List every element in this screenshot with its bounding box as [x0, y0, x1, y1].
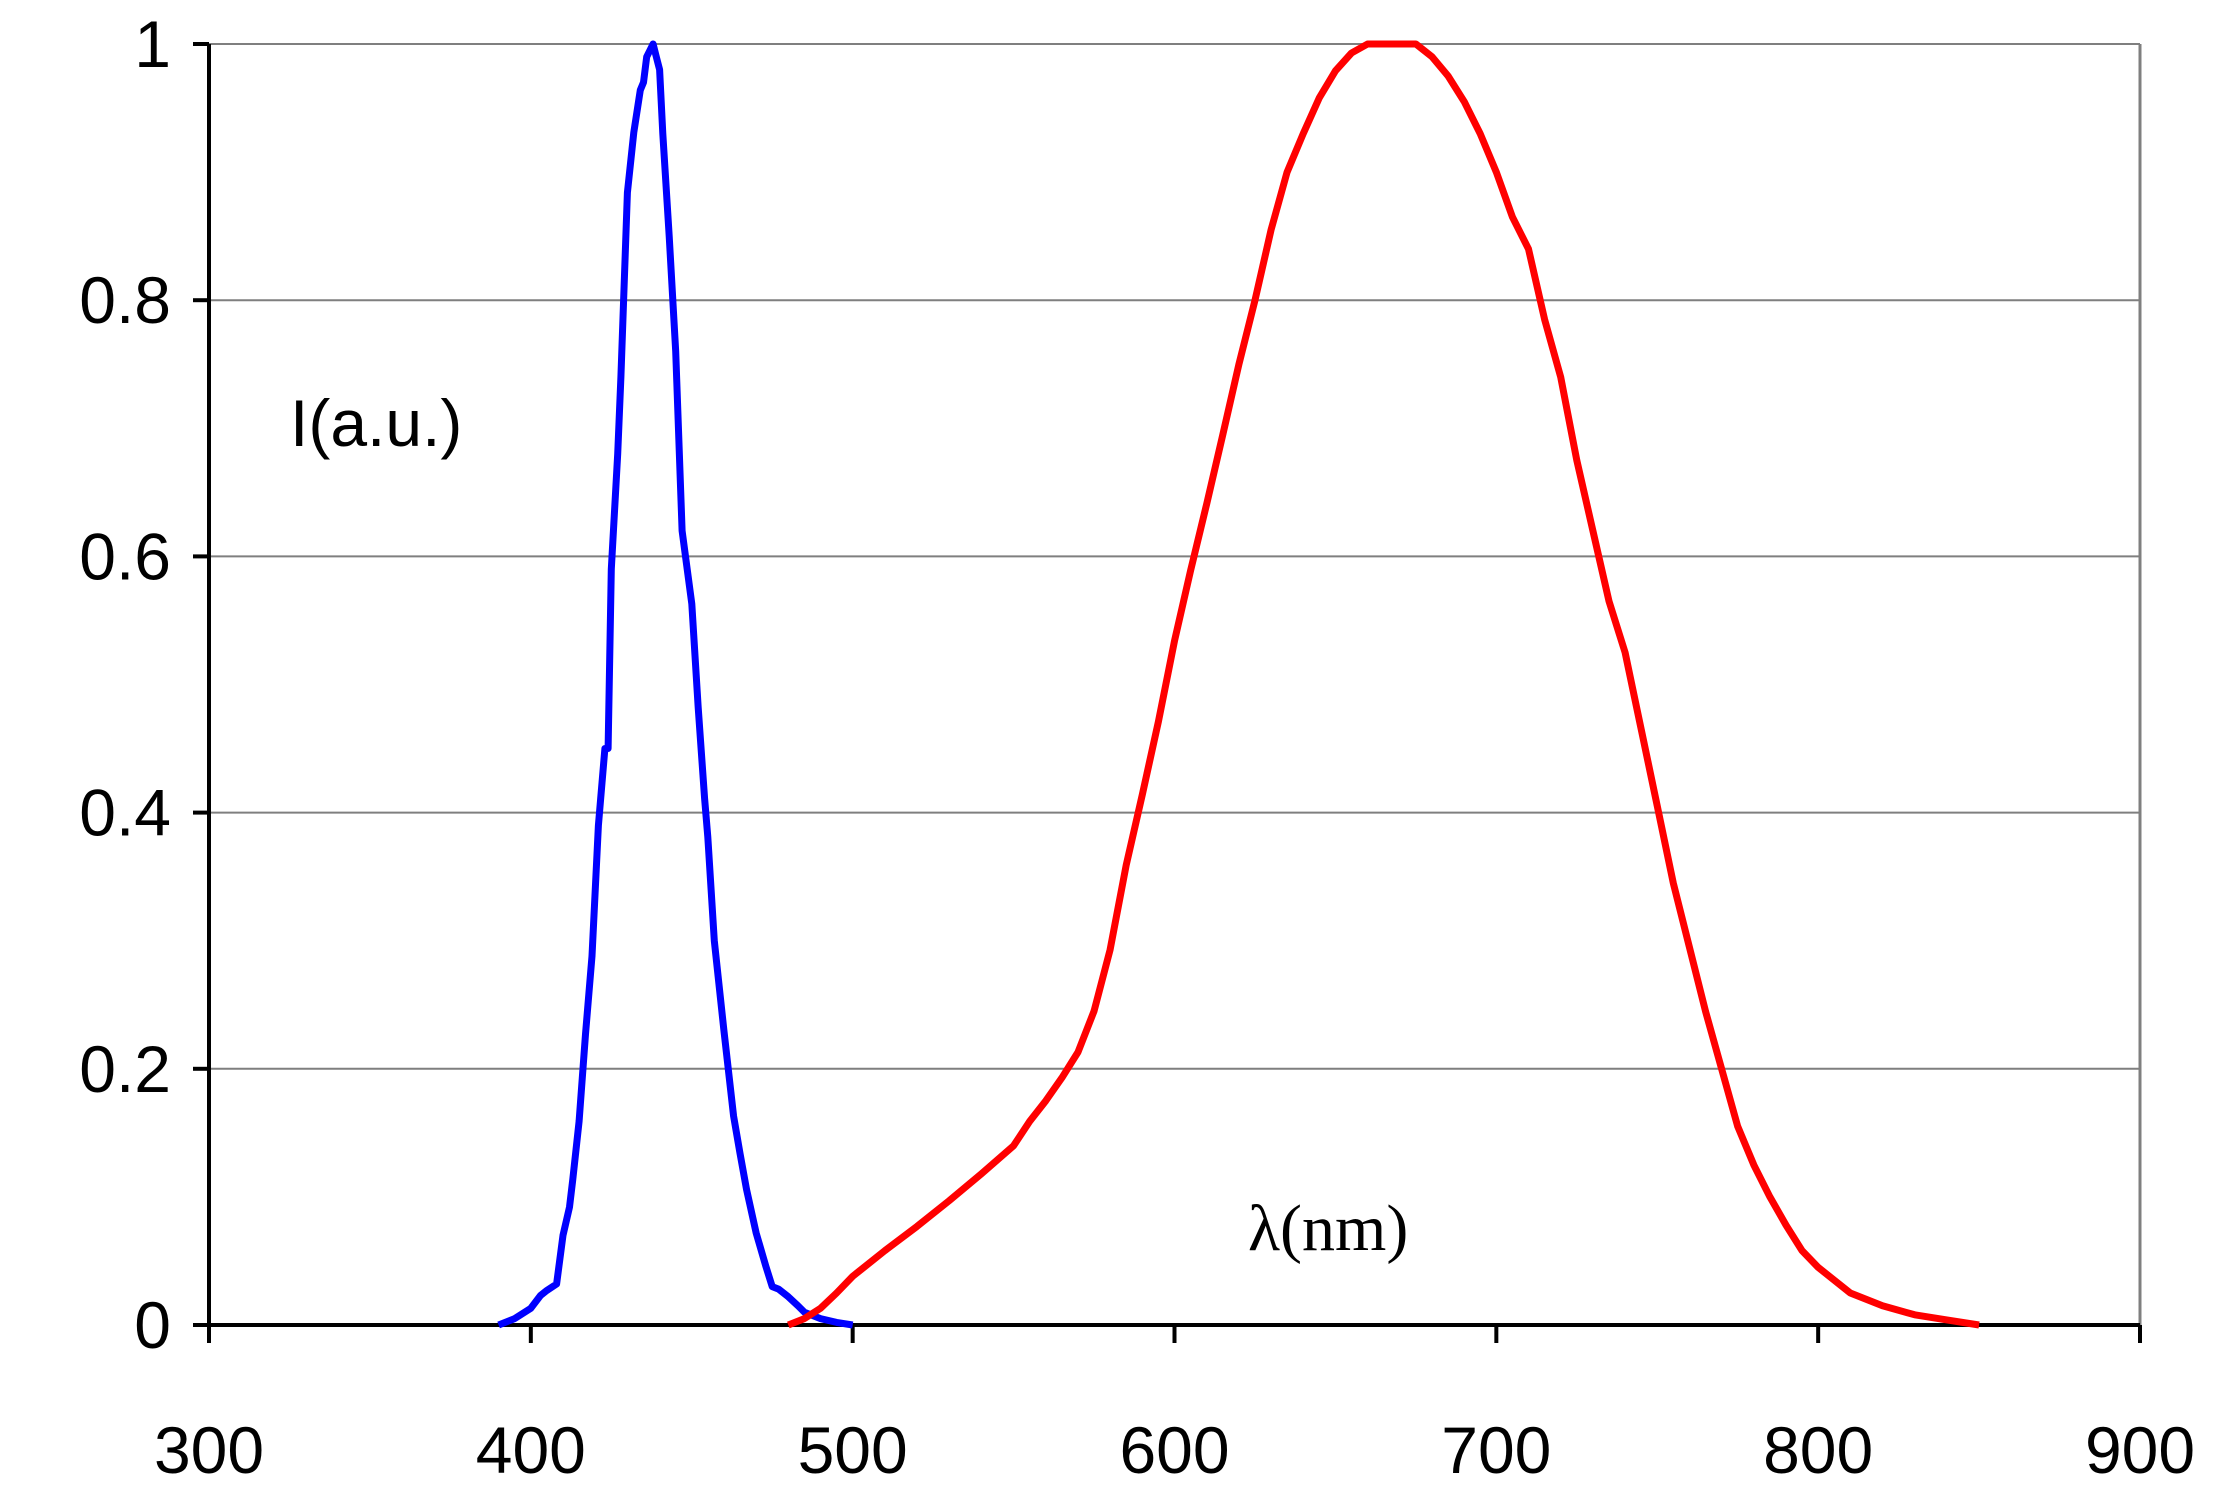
series-layer: [497, 40, 1980, 1329]
y-tick-label: 0.2: [79, 1032, 171, 1106]
y-tick-label: 1: [134, 7, 171, 81]
intensity-annotation: I(a.u.): [290, 386, 462, 460]
axes: [193, 42, 2142, 1343]
y-tick-label: 0.4: [79, 776, 171, 850]
y-tick-label: 0.8: [79, 263, 171, 337]
x-tick-label: 600: [1119, 1413, 1229, 1487]
y-tick-label: 0.6: [79, 519, 171, 593]
x-tick-label: 400: [476, 1413, 586, 1487]
x-tick-label: 700: [1441, 1413, 1551, 1487]
x-tick-label: 800: [1763, 1413, 1873, 1487]
grid-lines: [209, 43, 2140, 1070]
y-tick-label: 0: [134, 1288, 171, 1362]
series-line-0: [497, 40, 854, 1329]
x-tick-label: 300: [154, 1413, 264, 1487]
wavelength-annotation: λ(nm): [1248, 1192, 1408, 1265]
series-line-1: [787, 40, 1980, 1329]
x-tick-label: 500: [798, 1413, 908, 1487]
x-tick-label: 900: [2085, 1413, 2195, 1487]
tick-labels: 0 0.2 0.4 0.6 0.8 1 300 400 500 600 700 800 900: [79, 7, 2195, 1487]
